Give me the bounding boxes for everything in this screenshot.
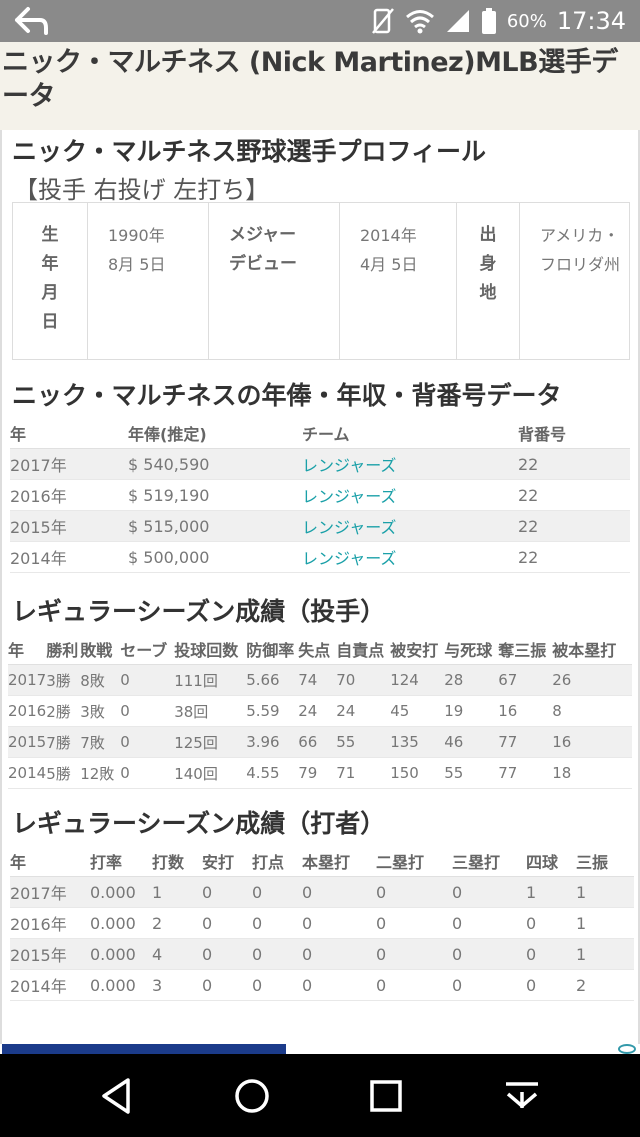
ad-banner[interactable]	[0, 1044, 640, 1054]
rotation-lock-icon	[371, 8, 394, 34]
ad-info-icon[interactable]	[618, 1044, 636, 1054]
profile-table: 生年月日 1990年 8月 5日 メジャー デビュー 2014年 4月 5日 出身地 …	[12, 202, 630, 360]
table-row: 2015 7勝 7敗 0 125回 3.96 66 55 135 46 77 16	[8, 726, 632, 758]
content-card: ニック・マルチネス野球選手プロフィール 【投手 右投げ 左打ち】 生年月日 19…	[0, 130, 640, 1050]
table-row: 2014年 0.000 3 0 0 0 0 0 0 2	[10, 969, 634, 1001]
table-row: 2016年 $ 519,190 レンジャーズ 22	[10, 479, 630, 511]
back-arrow-icon[interactable]	[14, 6, 50, 36]
profile-subtitle: 【投手 右投げ 左打ち】	[14, 176, 270, 204]
clock: 17:34	[556, 7, 626, 35]
table-row: 2015年 0.000 4 0 0 0 0 0 0 1	[10, 938, 634, 970]
battery-icon	[481, 8, 496, 34]
table-row: 2014 5勝 12敗 0 140回 4.55 79 71 150 55 77 18	[8, 757, 632, 789]
nav-back-icon[interactable]	[96, 1074, 140, 1118]
origin-value: アメリカ・ フロリダ州	[519, 202, 630, 360]
wifi-icon	[405, 10, 434, 34]
debut-label: メジャー デビュー	[208, 202, 340, 360]
team-link[interactable]: レンジャーズ	[302, 541, 518, 573]
status-bar: 60% 17:34	[0, 0, 640, 42]
nav-notifications-icon[interactable]	[500, 1074, 544, 1118]
salary-table: 年 年俸(推定) チーム 背番号 2017年 $ 540,590 レンジャーズ …	[10, 418, 630, 573]
nav-home-icon[interactable]	[230, 1074, 274, 1118]
battery-percent: 60%	[506, 10, 547, 32]
table-header-row: 年 打率 打数 安打 打点 本塁打 二塁打 三塁打 四球 三振	[10, 846, 634, 877]
table-row: 2016 2勝 3敗 0 38回 5.59 24 24 45 19 16 8	[8, 695, 632, 727]
team-link[interactable]: レンジャーズ	[302, 448, 518, 480]
table-header-row: 年 勝利 敗戦 セーブ 投球回数 防御率 失点 自責点 被安打 与死球 奪三振 …	[8, 634, 632, 665]
debut-value: 2014年 4月 5日	[339, 202, 457, 360]
table-row: 2015年 $ 515,000 レンジャーズ 22	[10, 510, 630, 542]
profile-title: ニック・マルチネス野球選手プロフィール	[12, 137, 487, 166]
salary-title: ニック・マルチネスの年俸・年収・背番号データ	[12, 381, 562, 410]
table-row: 2014年 $ 500,000 レンジャーズ 22	[10, 541, 630, 573]
signal-icon	[446, 10, 469, 32]
page-title: ニック・マルチネス (Nick Martinez)MLB選手データ	[2, 47, 618, 112]
team-link[interactable]: レンジャーズ	[302, 510, 518, 542]
team-link[interactable]: レンジャーズ	[302, 479, 518, 511]
page-header: ニック・マルチネス (Nick Martinez)MLB選手データ	[0, 42, 640, 128]
pitching-table: 年 勝利 敗戦 セーブ 投球回数 防御率 失点 自責点 被安打 与死球 奪三振 …	[8, 634, 632, 789]
origin-label: 出身地	[456, 202, 520, 360]
birth-value: 1990年 8月 5日	[87, 202, 209, 360]
table-row: 2017 3勝 8敗 0 111回 5.66 74 70 124 28 67 26	[8, 664, 632, 696]
table-row: 2017年 $ 540,590 レンジャーズ 22	[10, 448, 630, 480]
table-row: 2016年 0.000 2 0 0 0 0 0 0 1	[10, 907, 634, 939]
navigation-bar	[0, 1054, 640, 1137]
pitching-title: レギュラーシーズン成績（投手）	[12, 597, 386, 626]
table-header-row: 年 年俸(推定) チーム 背番号	[10, 418, 630, 449]
nav-recents-icon[interactable]	[364, 1074, 408, 1118]
birth-label: 生年月日	[12, 202, 88, 360]
ad-image[interactable]	[2, 1044, 286, 1054]
batting-table: 年 打率 打数 安打 打点 本塁打 二塁打 三塁打 四球 三振 2017年 0.0…	[10, 846, 634, 1001]
batting-title: レギュラーシーズン成績（打者）	[12, 809, 386, 838]
table-row: 2017年 0.000 1 0 0 0 0 0 1 1	[10, 876, 634, 908]
